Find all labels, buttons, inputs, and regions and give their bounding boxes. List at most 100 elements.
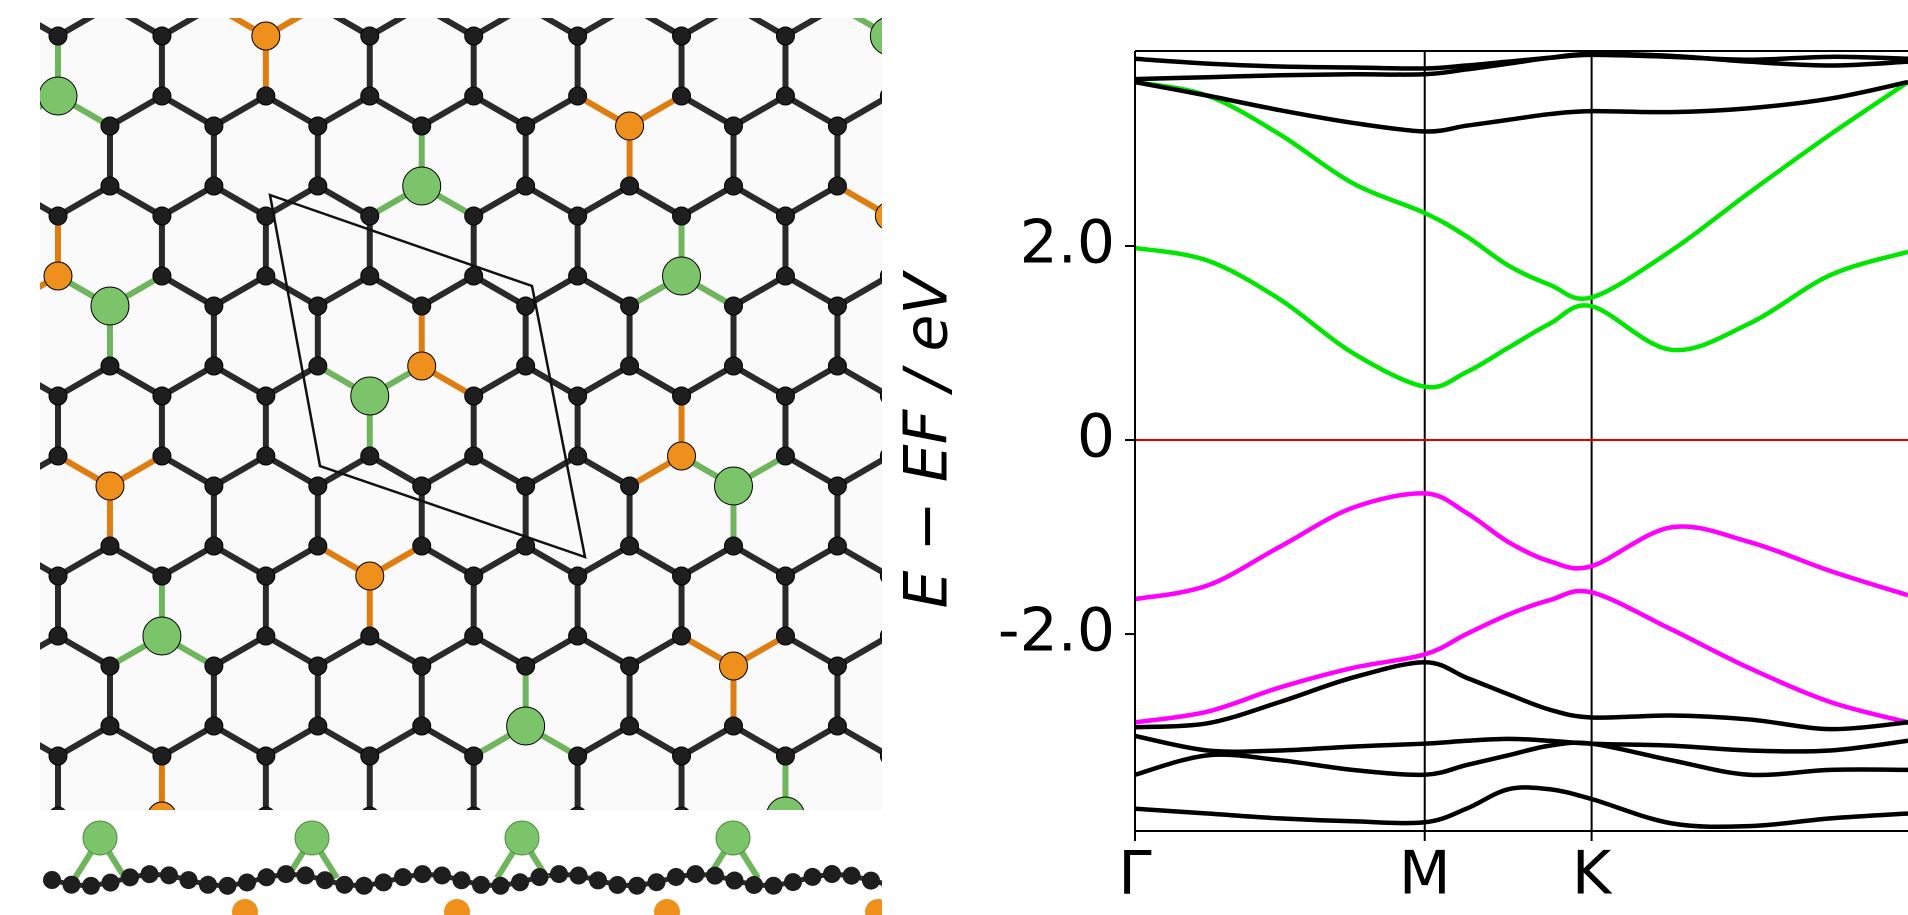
carbon-atom <box>745 876 763 894</box>
dopant-atom <box>719 652 747 680</box>
carbon-atom <box>309 477 327 495</box>
carbon-atom <box>465 627 483 645</box>
bond <box>993 726 1045 756</box>
carbon-atom <box>361 267 379 285</box>
bond <box>993 816 1045 846</box>
carbon-atom <box>361 807 379 825</box>
carbon-atom <box>984 447 1002 465</box>
carbon-atom <box>205 537 223 555</box>
bond <box>993 366 1045 396</box>
bond <box>993 276 1045 306</box>
carbon-atom <box>1036 477 1054 495</box>
bond <box>110 816 162 846</box>
carbon-atom <box>238 873 256 891</box>
bond <box>214 816 266 846</box>
carbon-atom <box>621 477 639 495</box>
bond <box>785 816 837 846</box>
carbon-atom <box>433 866 451 884</box>
carbon-atom <box>101 717 119 735</box>
carbon-atom <box>570 867 588 885</box>
y-axis-label: E − EF / eV <box>892 270 962 609</box>
carbon-atom <box>828 897 846 915</box>
carbon-atom <box>309 537 327 555</box>
carbon-atom <box>413 837 431 855</box>
carbon-atom <box>569 207 587 225</box>
carbon-atom <box>569 387 587 405</box>
y-tick-label: 0 <box>1077 402 1115 472</box>
carbon-atom <box>609 876 627 894</box>
carbon-atom <box>984 27 1002 45</box>
carbon-atom <box>673 627 691 645</box>
carbon-atom <box>776 567 794 585</box>
carbon-atom <box>880 627 898 645</box>
carbon-atom <box>465 567 483 585</box>
bond <box>993 456 1045 486</box>
carbon-atom <box>160 866 178 884</box>
carbon-atom <box>101 897 119 915</box>
carbon-atom <box>361 207 379 225</box>
carbon-atom <box>153 87 171 105</box>
dopant-atom <box>1026 347 1064 385</box>
x-tick-label: Γ <box>1118 839 1152 909</box>
dopant-atom <box>875 202 903 230</box>
carbon-atom <box>517 117 535 135</box>
carbon-atom <box>153 207 171 225</box>
carbon-atom <box>257 267 275 285</box>
carbon-atom <box>569 27 587 45</box>
carbon-atom <box>465 87 483 105</box>
dopant-atom <box>766 797 804 835</box>
bond <box>889 636 941 666</box>
carbon-atom <box>257 447 275 465</box>
carbon-atom <box>309 117 327 135</box>
carbon-atom <box>465 387 483 405</box>
carbon-atom <box>673 27 691 45</box>
carbon-atom <box>828 717 846 735</box>
carbon-atom <box>569 627 587 645</box>
carbon-atom <box>828 0 846 15</box>
bond <box>941 636 993 666</box>
carbon-atom <box>205 657 223 675</box>
carbon-atom <box>82 877 100 895</box>
carbon-atom <box>776 627 794 645</box>
carbon-atom <box>49 627 67 645</box>
carbon-atom <box>153 567 171 585</box>
carbon-atom <box>984 807 1002 825</box>
carbon-atom <box>776 207 794 225</box>
carbon-atom <box>531 868 549 886</box>
carbon-atom <box>621 297 639 315</box>
carbon-atom <box>258 868 276 886</box>
dopant-atom <box>1031 532 1059 560</box>
carbon-atom <box>1036 117 1054 135</box>
carbon-atom <box>205 717 223 735</box>
carbon-atom <box>309 177 327 195</box>
carbon-atom <box>621 0 639 15</box>
carbon-atom <box>673 747 691 765</box>
bond <box>941 96 993 126</box>
band <box>1135 787 1908 826</box>
carbon-atom <box>776 747 794 765</box>
dopant-atom <box>96 472 124 500</box>
carbon-atom <box>517 0 535 15</box>
bond <box>6 816 58 846</box>
bond <box>0 456 6 486</box>
carbon-atom <box>724 537 742 555</box>
bond <box>0 816 6 846</box>
carbon-atom <box>517 357 535 375</box>
carbon-atom <box>621 897 639 915</box>
carbon-atom <box>648 873 666 891</box>
carbon-atom <box>465 747 483 765</box>
carbon-atom <box>569 567 587 585</box>
carbon-atom <box>413 897 431 915</box>
bond <box>0 366 6 396</box>
carbon-atom <box>726 872 744 890</box>
bond <box>422 816 474 846</box>
y-tick-label: 2.0 <box>1020 208 1115 278</box>
carbon-atom <box>0 717 15 735</box>
carbon-atom <box>205 117 223 135</box>
dopant-atom <box>39 77 77 115</box>
carbon-atom <box>413 117 431 135</box>
bond <box>0 546 6 576</box>
bond <box>993 546 1045 576</box>
bond <box>0 276 6 306</box>
